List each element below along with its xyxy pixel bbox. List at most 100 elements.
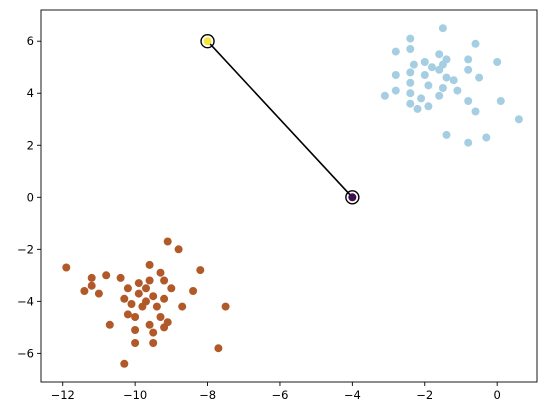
data-point [482, 133, 491, 142]
x-tick-label: −12 [51, 388, 75, 402]
data-point [406, 34, 415, 43]
data-point [131, 313, 140, 321]
data-point [391, 71, 400, 79]
data-point [134, 279, 143, 288]
y-tick-label: −2 [17, 242, 34, 256]
data-point [428, 63, 436, 72]
data-point [105, 320, 114, 329]
data-point [391, 86, 400, 95]
data-point [142, 297, 150, 306]
data-point [196, 266, 205, 275]
data-point [424, 102, 433, 111]
data-point [420, 58, 429, 66]
x-tick-label: −10 [123, 388, 147, 402]
data-point [406, 45, 415, 53]
data-point [420, 71, 429, 79]
data-point [178, 302, 187, 311]
y-tick-label: 2 [27, 138, 34, 152]
data-point [409, 60, 418, 69]
data-point [514, 115, 523, 124]
data-point [134, 289, 143, 298]
x-tick-label: −2 [416, 388, 433, 402]
data-point [471, 107, 480, 116]
data-point [438, 84, 447, 92]
data-point [453, 86, 462, 95]
plot-area [62, 24, 523, 368]
data-point [438, 24, 447, 33]
data-point [160, 323, 169, 332]
data-point [413, 104, 422, 113]
data-point [145, 320, 154, 329]
x-tick-label: −4 [344, 388, 361, 402]
data-point [221, 302, 230, 311]
data-point [152, 302, 161, 311]
data-point [80, 287, 89, 295]
data-point [464, 55, 473, 64]
data-point [156, 313, 165, 321]
data-point [87, 273, 96, 282]
data-point [442, 130, 451, 139]
axes-frame [40, 9, 538, 383]
data-point [127, 300, 136, 308]
data-point [102, 271, 111, 280]
data-point [62, 263, 71, 272]
data-point [116, 273, 125, 282]
y-tick-label: −4 [17, 294, 34, 308]
x-tick-label: −6 [271, 388, 288, 402]
data-point [464, 97, 473, 105]
data-point [391, 47, 400, 56]
centroid-marker-fill [203, 37, 212, 46]
centroid-marker [200, 34, 215, 49]
data-point [149, 292, 158, 301]
data-point [94, 289, 103, 298]
data-point [475, 73, 484, 82]
x-tick-label: −8 [199, 388, 216, 402]
data-point [160, 294, 169, 303]
x-tick-label: 0 [494, 388, 501, 402]
data-point [145, 276, 154, 285]
data-point [131, 339, 140, 347]
data-point [442, 73, 451, 82]
data-point [120, 294, 129, 303]
data-point [131, 326, 140, 334]
data-point [435, 50, 444, 59]
centroid-marker-fill [348, 193, 357, 202]
data-point [120, 359, 129, 368]
data-point [464, 65, 473, 74]
data-point [149, 328, 158, 337]
data-point [496, 97, 505, 105]
y-tick-label: −6 [17, 346, 34, 360]
series-2 [62, 237, 230, 368]
data-point [174, 245, 183, 254]
data-point [449, 76, 458, 85]
data-point [417, 94, 426, 103]
data-point [435, 65, 444, 74]
data-point [163, 237, 172, 246]
data-point [189, 287, 198, 295]
data-point [87, 281, 96, 290]
data-point [380, 91, 389, 100]
series-1 [380, 24, 523, 147]
axis-ticks: −12 −10 −8 −6 −4 −2 0 −6 −4 −2 0 2 4 6 [17, 9, 538, 402]
data-point [406, 68, 415, 77]
data-point [123, 310, 132, 319]
y-tick-label: 4 [27, 86, 34, 100]
data-point [142, 284, 150, 293]
data-point [160, 276, 169, 285]
data-point [406, 78, 415, 87]
data-point [464, 138, 473, 147]
data-point [167, 284, 176, 293]
y-tick-label: 0 [27, 190, 34, 204]
data-point [471, 39, 480, 48]
data-point [493, 58, 502, 66]
data-point [156, 268, 165, 277]
data-point [123, 284, 132, 293]
centroid-path-line [206, 40, 353, 198]
centroid-marker [345, 190, 360, 205]
data-point [145, 260, 154, 269]
data-point [435, 91, 444, 100]
data-point [149, 339, 158, 347]
data-point [406, 99, 415, 108]
y-tick-label: 6 [27, 34, 34, 48]
